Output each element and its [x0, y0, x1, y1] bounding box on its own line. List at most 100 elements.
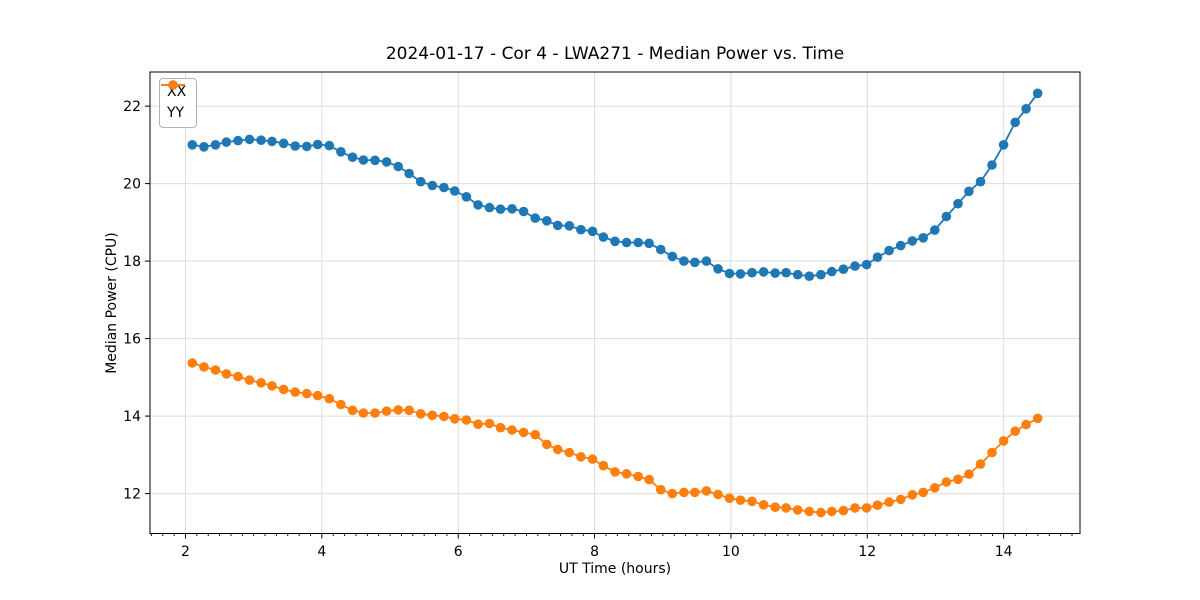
data-point-marker [690, 257, 700, 268]
data-point-marker [370, 408, 380, 418]
data-point-marker [461, 192, 472, 202]
data-point-marker [918, 487, 928, 498]
data-point-marker [964, 469, 974, 480]
data-point-marker [621, 469, 632, 479]
data-point-marker [552, 220, 563, 231]
data-point-marker [290, 141, 301, 151]
data-point-marker [564, 447, 575, 458]
data-point-marker [530, 213, 540, 223]
data-point-marker [998, 140, 1009, 150]
legend-item-yy: YY [161, 80, 186, 122]
data-point-marker [975, 176, 986, 187]
data-point-marker [701, 256, 712, 266]
data-point-marker [256, 135, 266, 145]
data-point-marker [850, 503, 860, 513]
data-point-marker [381, 406, 392, 416]
data-point-marker [484, 202, 495, 213]
data-point-marker [804, 271, 815, 282]
series-xx [187, 88, 1043, 282]
x-tick-label: 6 [454, 544, 463, 560]
data-point-marker [1010, 117, 1020, 128]
data-point-marker [393, 161, 404, 172]
data-point-marker [427, 180, 438, 191]
data-point-marker [610, 467, 620, 477]
data-point-marker [975, 459, 986, 469]
data-point-marker [542, 216, 552, 226]
data-point-marker [415, 176, 426, 187]
data-point-marker [290, 387, 301, 397]
data-point-marker [758, 500, 769, 510]
data-point-marker [804, 506, 815, 517]
data-point-marker [644, 474, 654, 485]
data-point-marker [621, 237, 632, 248]
data-point-marker [918, 233, 928, 243]
major-ticks [145, 105, 1005, 539]
data-point-marker [210, 140, 221, 150]
data-point-marker [507, 204, 517, 214]
data-point-marker [770, 268, 780, 278]
data-point-marker [244, 134, 255, 145]
data-point-marker [713, 264, 723, 274]
data-point-marker [381, 157, 392, 167]
data-point-marker [244, 375, 255, 385]
data-point-marker [233, 135, 243, 146]
data-point-marker [781, 503, 791, 513]
data-point-marker [587, 454, 598, 464]
data-point-marker [781, 267, 791, 278]
data-point-marker [1010, 426, 1020, 437]
data-point-marker [278, 138, 289, 149]
data-point-marker [850, 261, 860, 271]
data-point-marker [404, 168, 414, 179]
data-point-marker [747, 496, 757, 507]
y-tick-label: 12 [123, 487, 141, 503]
data-point-marker [461, 415, 472, 425]
data-point-marker [884, 497, 894, 507]
data-point-marker [358, 408, 369, 418]
data-point-marker [302, 388, 312, 399]
data-point-marker [713, 489, 723, 500]
data-point-marker [895, 494, 906, 505]
data-point-marker [393, 405, 404, 415]
y-tick-label: 18 [123, 254, 141, 270]
y-tick-label: 16 [123, 332, 141, 348]
data-point-marker [655, 484, 666, 495]
data-point-marker [370, 155, 380, 166]
data-point-marker [667, 251, 678, 262]
data-point-marker [827, 266, 837, 277]
x-tick-label: 12 [858, 544, 876, 560]
data-point-marker [427, 410, 438, 421]
data-point-marker [439, 411, 449, 422]
data-point-marker [278, 384, 289, 395]
data-point-marker [758, 267, 769, 277]
data-point-marker [530, 429, 540, 440]
data-point-marker [655, 244, 666, 255]
data-point-marker [724, 493, 735, 504]
data-point-marker [792, 269, 803, 280]
data-point-marker [1021, 104, 1031, 114]
data-point-marker [941, 477, 952, 487]
data-point-marker [484, 418, 495, 429]
data-point-marker [987, 160, 997, 170]
data-point-marker [1032, 88, 1043, 99]
data-point-marker [324, 393, 335, 404]
x-tick-label: 2 [181, 544, 190, 560]
data-point-marker [644, 238, 654, 249]
data-point-marker [679, 487, 689, 498]
data-point-marker [838, 505, 849, 516]
legend-marker-yy-icon [161, 80, 185, 90]
data-point-marker [233, 371, 243, 382]
data-point-marker [336, 147, 346, 157]
data-point-marker [964, 186, 974, 197]
data-point-marker [267, 381, 277, 391]
data-point-marker [907, 490, 918, 500]
series-yy [187, 358, 1043, 518]
data-point-marker [450, 186, 460, 196]
data-point-marker [347, 152, 358, 162]
data-point-marker [816, 507, 826, 518]
data-point-marker [324, 140, 335, 151]
data-point-marker [552, 444, 563, 455]
data-point-marker [633, 471, 643, 482]
data-point-marker [187, 140, 198, 150]
data-point-marker [872, 500, 883, 511]
